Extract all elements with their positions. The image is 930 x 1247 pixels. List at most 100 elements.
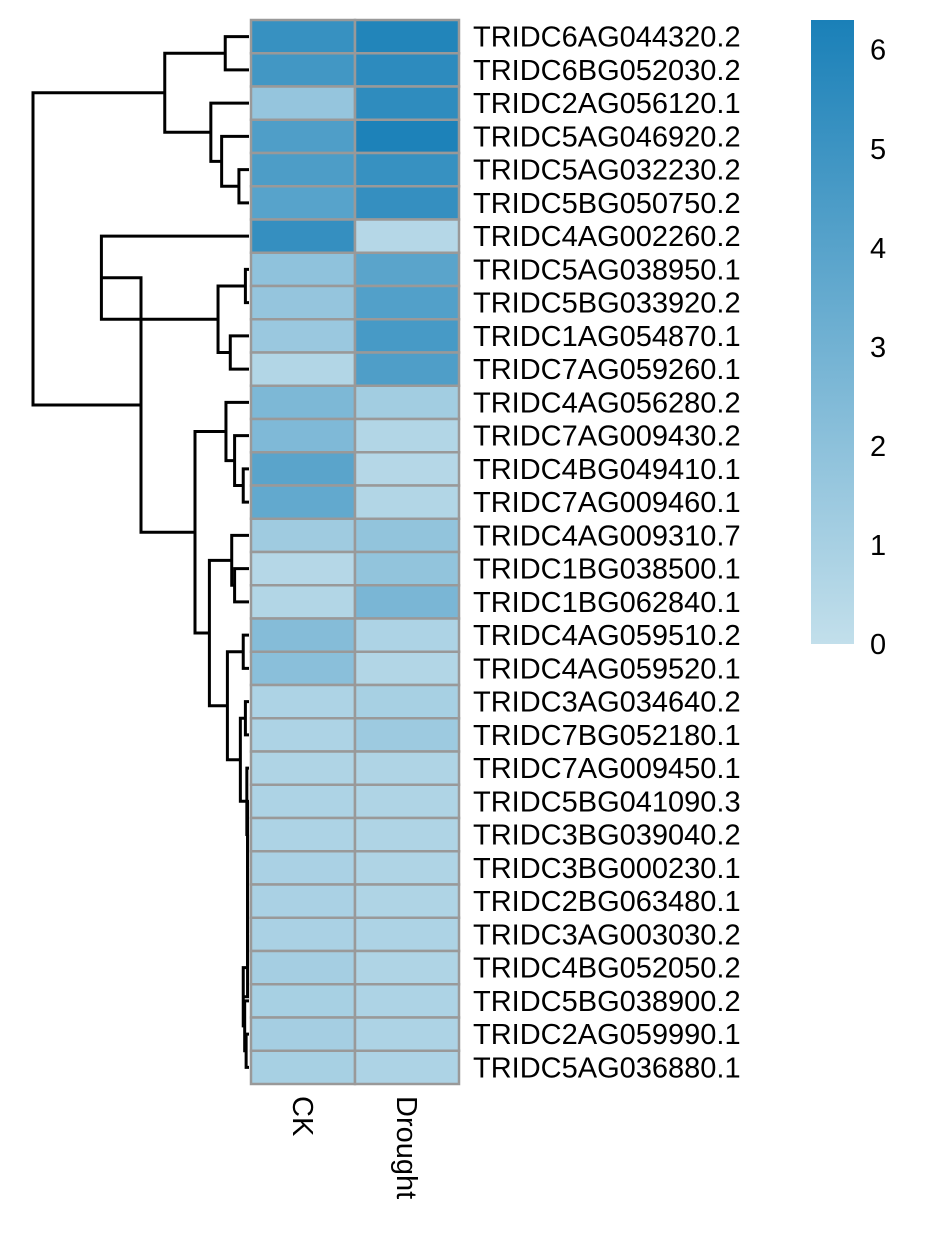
row-label: TRIDC3BG000230.1 (473, 853, 741, 885)
row-label: TRIDC5BG041090.3 (473, 786, 741, 818)
row-label: TRIDC2AG056120.1 (473, 88, 741, 120)
row-label: TRIDC7BG052180.1 (473, 720, 741, 752)
row-label: TRIDC5BG038900.2 (473, 986, 741, 1018)
heatmap-cell (353, 1016, 461, 1052)
heatmap-cell (249, 783, 357, 820)
heatmap-cell (353, 783, 461, 820)
heatmap-cell (353, 118, 461, 155)
dendrogram-branch (223, 35, 249, 72)
legend-tick-label: 6 (870, 35, 886, 67)
row-label: TRIDC5AG036880.1 (473, 1052, 741, 1084)
dendrogram-branch (244, 1032, 249, 1069)
legend-tick-label: 5 (870, 134, 886, 166)
dendrogram-branch (241, 467, 249, 504)
legend-tick-label: 0 (870, 629, 886, 661)
color-legend: 0 1 2 3 4 5 6 (811, 20, 886, 661)
heatmap-cell (353, 52, 461, 88)
heatmap-cell (249, 18, 357, 55)
dendrogram-branch (237, 168, 249, 205)
heatmap-cell (353, 717, 461, 753)
heatmap-cell (249, 916, 357, 953)
legend-tick-label: 2 (870, 431, 886, 463)
heatmap-cell (249, 650, 357, 687)
row-label: TRIDC4BG052050.2 (473, 953, 741, 985)
heatmap-cell (353, 750, 461, 786)
dendrogram-branch (31, 91, 165, 407)
row-label: TRIDC6BG052030.2 (473, 55, 741, 87)
heatmap-cell (353, 683, 461, 720)
heatmap-cell (353, 484, 461, 520)
row-label: TRIDC4AG056280.2 (473, 387, 741, 419)
dendrogram-branch (228, 334, 249, 371)
heatmap-cell (249, 185, 357, 221)
heatmap-cell (249, 983, 357, 1019)
row-label: TRIDC2BG063480.1 (473, 886, 741, 918)
row-label: TRIDC4AG009310.7 (473, 520, 741, 552)
row-label: TRIDC1AG054870.1 (473, 321, 741, 353)
dendrogram-branch (220, 134, 249, 188)
column-label: CK (286, 1096, 318, 1137)
row-label: TRIDC3AG003030.2 (473, 919, 741, 951)
heatmap-cell (353, 617, 461, 653)
dendrogram-branch (163, 51, 226, 134)
heatmap-cell (249, 151, 357, 188)
heatmap-cell (249, 384, 357, 421)
heatmap-cell (353, 451, 461, 487)
row-label: TRIDC3AG034640.2 (473, 687, 741, 719)
row-label: TRIDC4AG059510.2 (473, 620, 741, 652)
heatmap-cell (353, 816, 461, 853)
row-label: TRIDC5AG046920.2 (473, 121, 741, 153)
row-label: TRIDC1BG038500.1 (473, 554, 741, 586)
heatmap-cell (249, 451, 357, 487)
heatmap-cell (353, 916, 461, 953)
heatmap-cell (353, 417, 461, 454)
heatmap-cell (353, 251, 461, 288)
heatmap-cell (353, 650, 461, 687)
row-label: TRIDC5AG032230.2 (473, 155, 741, 187)
heatmap-cell (249, 850, 357, 886)
heatmap-cell (353, 550, 461, 587)
heatmap-cell (249, 351, 357, 387)
heatmap-cell (249, 484, 357, 520)
heatmap-cell (353, 151, 461, 188)
row-label: TRIDC1BG062840.1 (473, 587, 741, 619)
row-label: TRIDC7AG059260.1 (473, 354, 741, 386)
heatmap-cell (353, 351, 461, 387)
row-label: TRIDC5BG033920.2 (473, 288, 741, 320)
heatmap-cell (249, 816, 357, 853)
heatmap-cell (249, 1049, 357, 1086)
row-labels: TRIDC6AG044320.2TRIDC6BG052030.2TRIDC2AG… (473, 22, 741, 1085)
heatmap-cell (353, 949, 461, 986)
column-labels: CK Drought (286, 1096, 422, 1199)
heatmap-cell (353, 384, 461, 421)
row-label: TRIDC5BG050750.2 (473, 188, 741, 220)
heatmap-cell (249, 318, 357, 354)
legend-tick-label: 3 (870, 332, 886, 364)
heatmap-cell (353, 584, 461, 620)
heatmap-cell (353, 318, 461, 354)
legend-tick-label: 1 (870, 530, 886, 562)
heatmap-cell (249, 251, 357, 288)
dendrogram-branch (243, 700, 249, 737)
heatmap-cell (353, 185, 461, 221)
heatmap-cell (249, 118, 357, 155)
legend-color-bar (811, 20, 854, 644)
row-dendrogram (31, 35, 250, 1069)
row-label: TRIDC7AG009450.1 (473, 753, 741, 785)
heatmap-cell (249, 683, 357, 720)
dendrogram-branch (243, 267, 249, 305)
heatmap-cell (249, 717, 357, 753)
dendrogram-branch (224, 400, 249, 463)
heatmap-cell (249, 883, 357, 919)
heatmap-cell (249, 550, 357, 587)
heatmap-cell (353, 218, 461, 254)
heatmap-cell (249, 417, 357, 454)
row-label: TRIDC4BG049410.1 (473, 454, 741, 486)
row-label: TRIDC2AG059990.1 (473, 1019, 741, 1051)
row-label: TRIDC4AG002260.2 (473, 221, 741, 253)
heatmap-cells (249, 18, 461, 1086)
row-label: TRIDC7AG009430.2 (473, 421, 741, 453)
heatmap-cell (353, 883, 461, 919)
heatmap-cell (249, 617, 357, 653)
